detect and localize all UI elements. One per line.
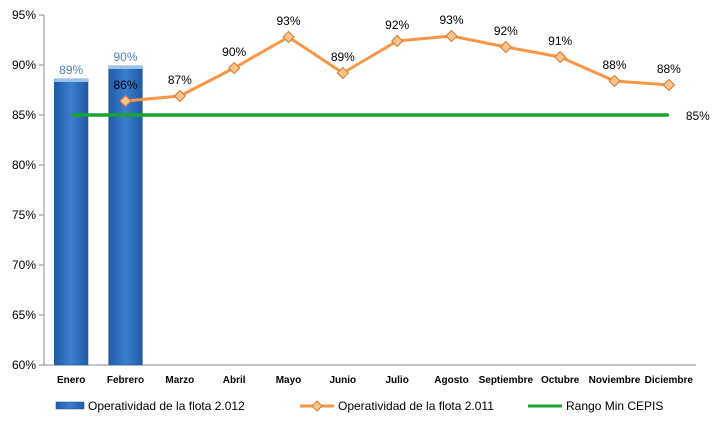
bar-data-label: 89% [59,63,83,77]
legend-swatch-marker [311,400,323,412]
line-point [499,40,513,54]
bar-series [54,65,143,366]
y-tick-label: 70% [12,258,36,272]
line-point [445,29,458,43]
x-tick-label: Enero [57,375,85,386]
x-tick-label: Octubre [541,375,580,386]
legend-label: Operatividad de la flota 2.011 [338,399,494,413]
threshold-data-label: 85% [686,109,710,123]
y-tick-label: 85% [12,108,36,122]
x-tick-label: Junio [329,375,356,386]
x-tick-label: Agosto [434,375,468,386]
line-series [71,29,676,117]
y-tick-label: 65% [12,308,36,322]
line-point [173,89,187,103]
line-data-label: 88% [602,58,626,72]
line-point [390,34,404,48]
y-tick-label: 80% [12,158,36,172]
y-tick-label: 60% [12,358,36,372]
bar [108,65,143,366]
line-data-label: 89% [331,50,355,64]
bar-data-label: 90% [113,50,137,64]
x-tick-label: Septiembre [479,375,534,386]
line-data-label: 93% [439,13,463,27]
x-tick-label: Mayo [276,375,302,386]
data-labels: 89% 90% 86% 87% 90% 93% 89% 92% 93% 92% 91% 88% 88% 8… [59,13,710,123]
y-tick-label: 90% [12,58,36,72]
line-point [662,78,676,92]
bar [54,78,89,366]
x-tick-label: Diciembre [645,375,694,386]
legend: Operatividad de la flota 2.012 Operativid… [55,399,663,413]
axes: 60% 65% 70% 75% 80% 85% 90% 95% Enero Febrero Marz… [12,8,696,386]
bar-highlight [54,79,89,82]
line-point [553,50,567,64]
line-data-label: 91% [548,34,572,48]
line-point [227,61,241,75]
line-point [282,30,295,44]
legend-label: Rango Min CEPIS [566,399,663,413]
legend-label: Operatividad de la flota 2.012 [88,399,245,413]
line-point [608,74,621,88]
line-data-label: 93% [276,14,300,28]
x-tick-label: Marzo [165,375,194,386]
line-data-label: 90% [222,45,246,59]
bar-highlight [108,66,143,69]
x-tick-label: Febrero [107,375,144,386]
line-data-label: 88% [657,62,681,76]
y-tick-label: 95% [12,8,36,22]
x-tick-label: Julio [385,375,408,386]
y-tick-label: 75% [12,208,36,222]
x-tick-label: Noviembre [589,375,641,386]
line-point [119,94,132,108]
line-data-label: 92% [494,24,518,38]
line-data-label: 86% [113,78,137,92]
line-data-label: 92% [385,18,409,32]
legend-swatch-bar [55,401,85,410]
line-point [336,66,350,80]
x-tick-label: Abril [223,375,246,386]
line-data-label: 87% [168,73,192,87]
